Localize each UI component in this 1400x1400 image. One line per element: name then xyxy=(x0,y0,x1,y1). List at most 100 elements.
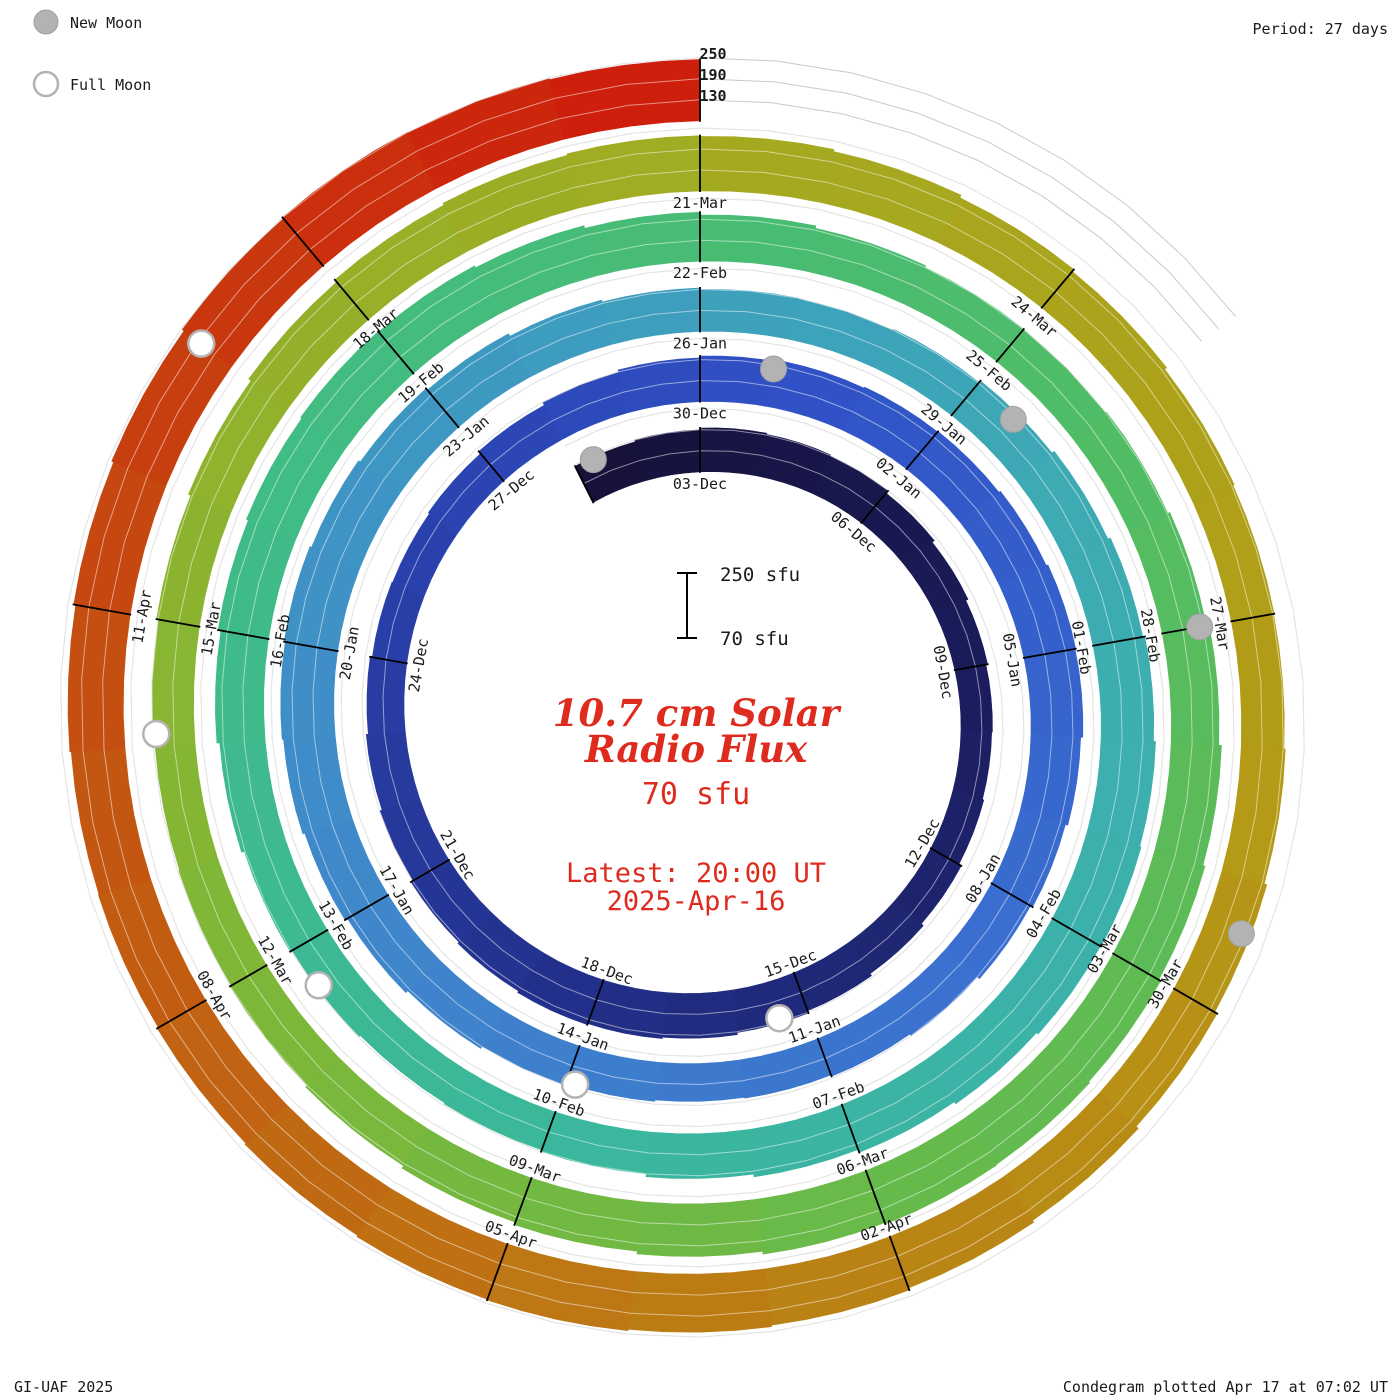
radial-scale-label-190: 190 xyxy=(699,66,726,84)
day-tick xyxy=(1022,647,1077,659)
flux-bar xyxy=(1023,648,1084,738)
day-tick xyxy=(513,1176,533,1227)
grid-spiral-overlay-130 xyxy=(102,99,1263,1296)
day-tick xyxy=(888,1235,911,1292)
date-label: 26-Jan xyxy=(673,334,727,352)
chart-title-line2: Radio Flux xyxy=(584,727,808,771)
day-tick xyxy=(1230,612,1276,623)
flux-bar xyxy=(178,858,267,987)
flux-bar xyxy=(636,1198,764,1257)
date-label: 03-Dec xyxy=(673,475,727,493)
flux-bar xyxy=(215,630,269,744)
flux-bar xyxy=(378,265,500,374)
flux-bar xyxy=(70,748,152,896)
latest-time-label: Latest: 20:00 UT xyxy=(566,858,826,889)
moon-legend: New Moon Full Moon xyxy=(32,9,151,98)
plotted-note: Condegram plotted Apr 17 at 07:02 UT xyxy=(1063,1378,1388,1396)
new-moon-marker xyxy=(999,405,1027,433)
flux-bar xyxy=(366,656,408,735)
flux-bar xyxy=(926,995,1038,1105)
flux-bar xyxy=(756,1170,886,1255)
day-tick xyxy=(369,655,408,665)
flux-bar xyxy=(804,227,927,306)
day-tick xyxy=(953,663,989,672)
day-tick xyxy=(1040,268,1076,309)
full-moon-marker xyxy=(142,719,171,749)
day-tick xyxy=(995,327,1026,363)
day-tick xyxy=(288,928,329,953)
day-tick xyxy=(860,489,890,525)
new-moon-legend-label: New Moon xyxy=(70,14,142,32)
day-tick xyxy=(155,999,207,1030)
day-tick xyxy=(539,1110,557,1153)
day-tick xyxy=(840,1103,861,1154)
flux-bar xyxy=(509,299,613,378)
flux-bar xyxy=(244,1104,390,1236)
flux-bar xyxy=(486,1243,636,1332)
latest-date-label: 2025-Apr-16 xyxy=(607,886,786,917)
new-moon-marker xyxy=(1227,920,1255,948)
flux-bar xyxy=(645,1129,755,1179)
full-moon-marker xyxy=(765,1003,794,1033)
flux-bar xyxy=(549,59,701,140)
flux-bar xyxy=(1231,613,1285,750)
flux-bar xyxy=(474,225,597,315)
day-tick xyxy=(929,847,963,868)
date-label: 30-Dec xyxy=(673,405,727,423)
flux-bar xyxy=(283,735,353,835)
day-tick xyxy=(1051,917,1103,948)
radial-scale-label-130: 130 xyxy=(699,87,726,105)
period-label: Period: 27 days xyxy=(1253,20,1388,38)
new-moon-icon xyxy=(33,9,59,35)
day-tick xyxy=(1111,952,1162,983)
flux-bar xyxy=(627,1268,772,1333)
day-tick xyxy=(816,1037,833,1078)
flux-bar xyxy=(821,151,962,243)
flux-bar xyxy=(748,1104,859,1178)
grid-spiral-overlay-190 xyxy=(81,78,1284,1317)
radial-scale-labels: 250 190 130 xyxy=(699,45,726,105)
day-tick xyxy=(216,628,270,640)
flux-bar xyxy=(426,333,531,428)
day-tick xyxy=(950,379,982,417)
flux-bar xyxy=(443,1069,556,1151)
day-tick xyxy=(485,1242,509,1302)
day-tick xyxy=(281,216,325,268)
flux-bar xyxy=(371,581,425,664)
day-tick xyxy=(864,1169,887,1226)
chart-title-line1: 10.7 cm Solar xyxy=(553,691,842,735)
day-tick xyxy=(343,893,390,922)
day-tick xyxy=(1091,635,1146,647)
flux-bar xyxy=(997,918,1101,1035)
flux-bar xyxy=(365,731,421,811)
day-tick xyxy=(72,603,132,616)
flux-bar xyxy=(699,289,800,340)
flux-bar xyxy=(654,1059,746,1102)
flux-bar xyxy=(739,1038,832,1099)
day-tick xyxy=(155,618,201,628)
flux-bar xyxy=(1019,733,1082,826)
flux-bar xyxy=(457,911,544,992)
flux-bar xyxy=(401,1128,532,1223)
day-tick xyxy=(573,465,595,504)
day-tick xyxy=(409,858,451,884)
new-moon-marker xyxy=(1186,613,1214,641)
flux-bar xyxy=(1087,738,1156,847)
flux-bar xyxy=(902,541,969,614)
date-label: 21-Mar xyxy=(673,194,727,212)
day-tick xyxy=(228,964,268,988)
flux-bar xyxy=(154,744,219,872)
flux-bar xyxy=(788,298,894,368)
flux-bar xyxy=(1221,746,1286,885)
day-tick xyxy=(376,330,415,375)
day-tick xyxy=(990,882,1034,909)
flux-bar xyxy=(540,1111,652,1175)
radial-scale-label-250: 250 xyxy=(699,45,726,63)
new-moon-marker xyxy=(760,355,788,383)
date-label: 22-Feb xyxy=(673,264,727,282)
baseline-value-label: 70 sfu xyxy=(642,777,750,812)
flux-bar xyxy=(280,641,338,740)
scale-bar-bottom-label: 70 sfu xyxy=(720,628,789,650)
day-tick xyxy=(1172,987,1219,1015)
